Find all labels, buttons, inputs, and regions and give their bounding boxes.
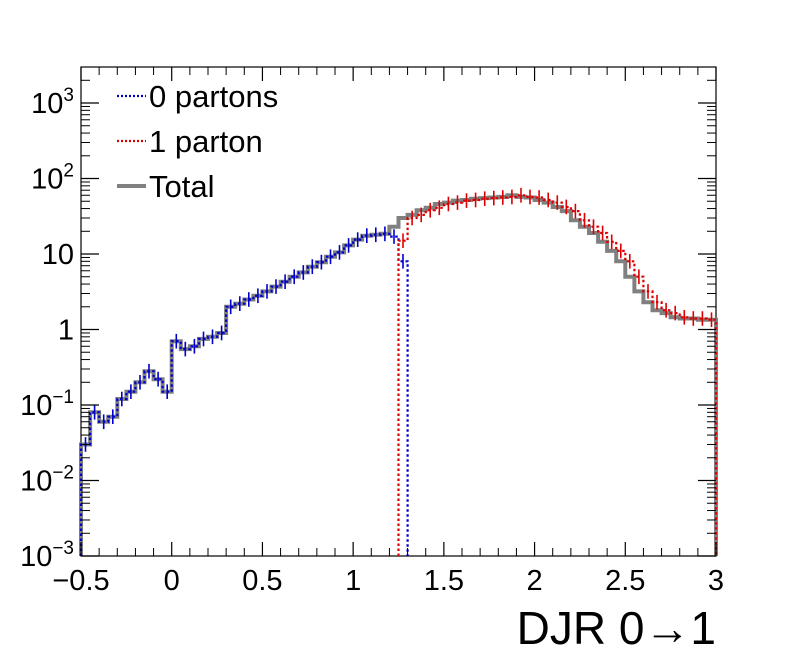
legend-label-total: Total [149,169,214,204]
x-tick-label: −0.5 [52,565,109,597]
y-tick-label: 103 [31,85,74,120]
y-tick-label: 10−1 [20,387,74,422]
y-tick-label: 1 [58,315,74,347]
axis-ticks-layer [80,66,717,557]
x-tick-label: 2.5 [605,565,645,597]
y-tick-label: 10 [42,239,74,271]
histogram-line-1-parton [397,194,718,556]
legend-entry-1-parton: 1 parton [117,124,263,159]
histogram-series-layer [79,187,718,556]
series-total [79,193,718,556]
histogram-line-total [79,193,718,556]
x-tick-label: 0 [164,565,180,597]
x-tick-label: 0.5 [242,565,282,597]
series-0-partons [79,226,409,556]
x-axis-title: DJR 0→1 [517,602,716,654]
x-tick-label: 1 [345,565,361,597]
y-tick-label: 10−2 [20,463,74,498]
x-tick-label: 1.5 [424,565,464,597]
y-tick-label: 10−3 [20,538,74,573]
legend-entry-total: Total [117,169,214,204]
x-tick-label: 3 [708,565,724,597]
series-1-parton [397,187,718,556]
tick-labels-layer: −0.5 0 0.5 1 1.5 2 2.5 3 10−3 10−2 10−1 1 10 102 103 [20,85,724,597]
legend-label-1-parton: 1 parton [149,124,263,159]
legend-label-0-partons: 0 partons [149,79,278,114]
legend: 0 partons 1 parton Total [117,79,278,204]
x-tick-label: 2 [527,565,543,597]
legend-entry-0-partons: 0 partons [117,79,278,114]
y-tick-label: 102 [31,161,74,196]
